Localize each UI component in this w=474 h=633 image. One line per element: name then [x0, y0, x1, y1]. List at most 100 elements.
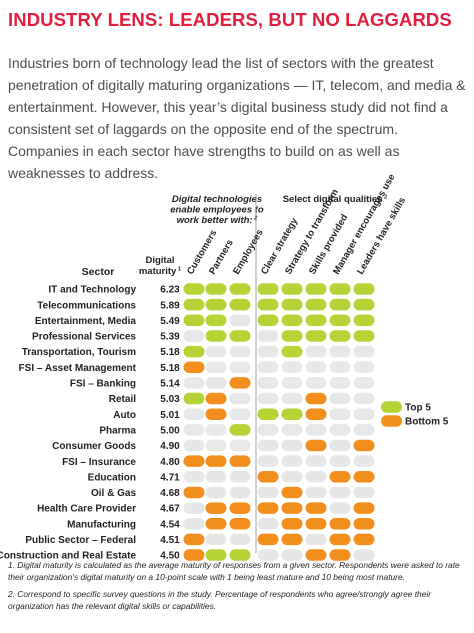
rating-pill — [329, 424, 351, 436]
rating-pill — [205, 439, 227, 452]
footnote-2: 2. Correspond to specific survey questio… — [8, 589, 432, 611]
rating-pill — [329, 439, 351, 452]
rating-pill — [353, 314, 375, 327]
rating-pill — [229, 298, 251, 311]
rating-pill — [353, 298, 375, 311]
rating-pill — [329, 314, 351, 327]
maturity-value: 5.89 — [160, 300, 180, 311]
rating-pill — [353, 518, 375, 530]
sector-label: Telecommunications — [37, 300, 136, 311]
rating-pill — [329, 486, 351, 499]
page-title: INDUSTRY LENS: LEADERS, BUT NO LAGGARDS — [8, 9, 452, 30]
intro-paragraph: Industries born of technology lead the l… — [8, 55, 466, 181]
rating-pill — [205, 549, 227, 561]
rating-pill — [353, 408, 375, 420]
rating-pill — [305, 424, 327, 436]
rating-pill — [183, 424, 205, 436]
rating-pill — [329, 392, 351, 405]
rating-pill — [205, 298, 227, 311]
maturity-value: 4.51 — [160, 535, 180, 546]
rating-pill — [305, 533, 327, 546]
sector-label: Oil & Gas — [91, 488, 136, 499]
rating-pill — [183, 330, 205, 342]
rating-pill — [205, 361, 227, 373]
maturity-value: 5.18 — [160, 347, 180, 358]
rating-pill — [205, 408, 227, 420]
maturity-value: 5.00 — [160, 425, 180, 436]
legend-label: Bottom 5 — [405, 417, 449, 428]
rating-pill — [183, 518, 205, 530]
rating-pill — [257, 502, 279, 514]
rating-pill — [281, 518, 303, 530]
rating-pill — [257, 330, 279, 342]
sector-label: Retail — [109, 394, 136, 405]
rating-pill — [281, 424, 303, 436]
rating-pill — [183, 283, 205, 295]
maturity-value: 5.14 — [160, 379, 180, 390]
rating-pill — [305, 549, 327, 561]
rating-pill — [205, 533, 227, 546]
rating-pill — [305, 330, 327, 342]
rating-pill — [257, 424, 279, 436]
sector-label: Pharma — [99, 425, 136, 436]
rating-pill — [305, 439, 327, 452]
rating-pill — [305, 392, 327, 405]
rating-pill — [183, 549, 205, 561]
rating-pill — [353, 439, 375, 452]
rating-pill — [329, 408, 351, 420]
rating-pill — [257, 486, 279, 499]
rating-pill — [329, 549, 351, 561]
sector-label: Auto — [113, 410, 136, 421]
maturity-value: 5.01 — [160, 410, 180, 421]
rating-pill — [257, 471, 279, 483]
rating-pill — [229, 345, 251, 358]
rating-pill — [257, 533, 279, 546]
rating-pill — [353, 345, 375, 358]
rating-pill — [329, 502, 351, 514]
rating-pill — [305, 283, 327, 295]
rating-pill — [353, 549, 375, 561]
rating-pill — [305, 486, 327, 499]
rating-pill — [183, 345, 205, 358]
rating-pill — [229, 330, 251, 342]
rating-pill — [353, 455, 375, 467]
rating-pill — [281, 314, 303, 327]
group-header-technologies-line: enable employees to — [170, 205, 264, 216]
rating-pill — [257, 439, 279, 452]
rating-pill — [257, 283, 279, 295]
rating-pill — [257, 361, 279, 373]
rating-pill — [229, 518, 251, 530]
maturity-header: Digital — [145, 255, 174, 266]
rating-pill — [305, 377, 327, 389]
rating-pill — [305, 502, 327, 514]
rating-pill — [183, 471, 205, 483]
sector-label: FSI – Asset Management — [19, 363, 137, 374]
rating-pill — [229, 486, 251, 499]
sector-label: Public Sector – Federal — [25, 535, 136, 546]
rating-pill — [205, 518, 227, 530]
sector-label: Manufacturing — [67, 519, 136, 530]
rating-pill — [281, 549, 303, 561]
rating-pill — [329, 330, 351, 342]
rating-pill — [229, 283, 251, 295]
sector-label: FSI – Banking — [70, 379, 136, 390]
rating-pill — [183, 392, 205, 405]
rating-pill — [353, 471, 375, 483]
rating-pill — [281, 486, 303, 499]
sector-label: Transportation, Tourism — [22, 347, 136, 358]
rating-pill — [205, 455, 227, 467]
maturity-value: 5.39 — [160, 332, 180, 343]
rating-pill — [329, 518, 351, 530]
rating-pill — [353, 424, 375, 436]
sector-label: Professional Services — [32, 332, 136, 343]
rating-pill — [205, 486, 227, 499]
rating-pill — [281, 283, 303, 295]
maturity-value: 4.68 — [160, 488, 180, 499]
rating-pill — [305, 471, 327, 483]
sector-label: Construction and Real Estate — [0, 551, 136, 562]
rating-pill — [229, 455, 251, 467]
rating-pill — [229, 361, 251, 373]
legend-swatch — [381, 415, 402, 427]
rating-pill — [281, 330, 303, 342]
